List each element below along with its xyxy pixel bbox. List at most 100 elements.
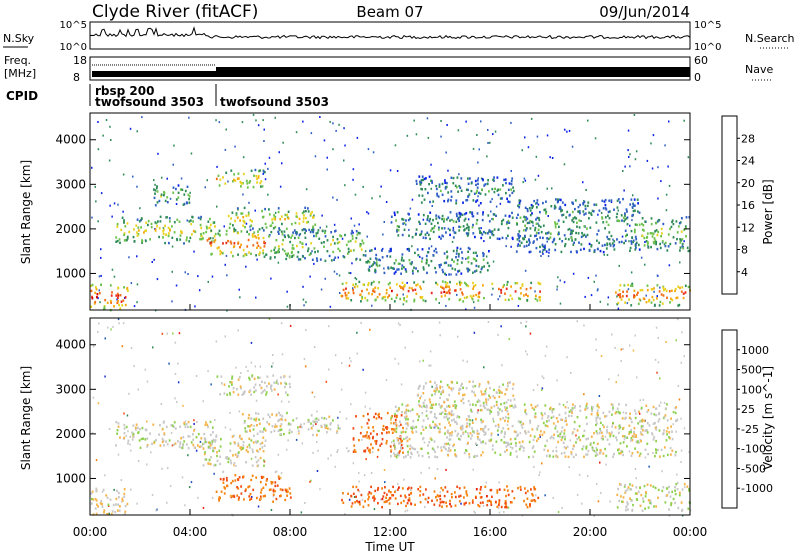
heatmap-cell (420, 395, 422, 398)
heatmap-cell (197, 496, 199, 499)
heatmap-cell (234, 479, 237, 482)
heatmap-cell (471, 298, 474, 301)
heatmap-cell (240, 437, 243, 441)
heatmap-cell (644, 263, 646, 266)
heatmap-cell (400, 431, 403, 434)
heatmap-cell (480, 408, 483, 412)
heatmap-cell (608, 238, 611, 241)
heatmap-cell (640, 440, 642, 443)
heatmap-cell (316, 257, 318, 260)
heatmap-cell (242, 447, 245, 450)
heatmap-cell (389, 169, 392, 172)
colorbar-tick-label: 24 (741, 155, 755, 168)
heatmap-cell (352, 249, 355, 252)
heatmap-cell (434, 225, 436, 228)
heatmap-cell (385, 500, 387, 503)
heatmap-cell (652, 485, 655, 488)
heatmap-cell (573, 241, 575, 244)
heatmap-cell (577, 205, 580, 209)
heatmap-cell (604, 216, 607, 219)
heatmap-cell (214, 232, 217, 236)
heatmap-cell (119, 241, 121, 244)
heatmap-cell (422, 268, 425, 271)
heatmap-cell (449, 280, 451, 284)
heatmap-cell (193, 423, 195, 425)
heatmap-cell (401, 267, 403, 270)
heatmap-cell (635, 486, 638, 489)
heatmap-cell (144, 428, 147, 431)
heatmap-cell (618, 241, 621, 244)
heatmap-cell (439, 386, 442, 390)
heatmap-cell (363, 474, 366, 477)
heatmap-cell (584, 212, 587, 215)
heatmap-cell (339, 427, 341, 430)
heatmap-cell (113, 275, 116, 278)
heatmap-cell (253, 390, 256, 394)
heatmap-cell (448, 298, 451, 301)
heatmap-cell (629, 412, 631, 415)
heatmap-cell (443, 227, 446, 230)
heatmap-cell (498, 507, 500, 510)
heatmap-cell (650, 217, 653, 220)
heatmap-cell (462, 201, 464, 204)
heatmap-cell (675, 450, 677, 454)
heatmap-cell (303, 210, 305, 213)
heatmap-cell (579, 409, 582, 412)
heatmap-cell (456, 262, 459, 266)
heatmap-cell (524, 430, 526, 433)
heatmap-cell (485, 403, 488, 406)
heatmap-cell (120, 228, 123, 232)
heatmap-cell (384, 486, 386, 489)
heatmap-cell (402, 456, 405, 459)
heatmap-cell (242, 216, 245, 219)
heatmap-cell (125, 425, 128, 429)
heatmap-cell (362, 435, 365, 438)
heatmap-cell (538, 217, 540, 220)
heatmap-cell (583, 233, 586, 236)
heatmap-cell (511, 237, 514, 241)
heatmap-cell (636, 492, 638, 495)
heatmap-cell (415, 267, 417, 270)
heatmap-cell (552, 449, 554, 453)
heatmap-cell (585, 445, 588, 448)
heatmap-cell (441, 214, 444, 218)
heatmap-cell (424, 299, 427, 303)
heatmap-cell (536, 238, 538, 241)
heatmap-cell (281, 222, 283, 226)
heatmap-cell (307, 428, 310, 431)
heatmap-cell (411, 261, 413, 264)
heatmap-cell (194, 230, 197, 233)
heatmap-cell (123, 232, 126, 235)
heatmap-cell (441, 227, 443, 230)
heatmap-cell (542, 421, 545, 425)
heatmap-cell (262, 486, 265, 489)
heatmap-cell (250, 252, 252, 255)
heatmap-cell (591, 446, 594, 450)
heatmap-cell (650, 245, 652, 249)
heatmap-cell (443, 199, 446, 203)
heatmap-cell (394, 497, 397, 500)
heatmap-cell (179, 442, 182, 445)
heatmap-cell (214, 419, 216, 421)
heatmap-cell (342, 288, 345, 292)
heatmap-cell (514, 404, 517, 407)
heatmap-cell (624, 490, 627, 493)
heatmap-cell (505, 506, 508, 509)
heatmap-cell (216, 454, 218, 458)
heatmap-cell (592, 210, 595, 213)
heatmap-cell (469, 211, 471, 214)
heatmap-cell (226, 274, 228, 277)
heatmap-cell (463, 502, 466, 505)
heatmap-cell (523, 294, 525, 297)
heatmap-cell (316, 470, 319, 472)
heatmap-cell (364, 391, 367, 394)
heatmap-cell (242, 193, 244, 196)
freq-band-early (92, 71, 216, 77)
heatmap-cell (453, 260, 455, 263)
heatmap-cell (228, 226, 231, 230)
heatmap-cell (553, 237, 556, 241)
heatmap-cell (491, 198, 493, 201)
heatmap-cell (375, 261, 378, 264)
heatmap-cell (172, 425, 175, 428)
